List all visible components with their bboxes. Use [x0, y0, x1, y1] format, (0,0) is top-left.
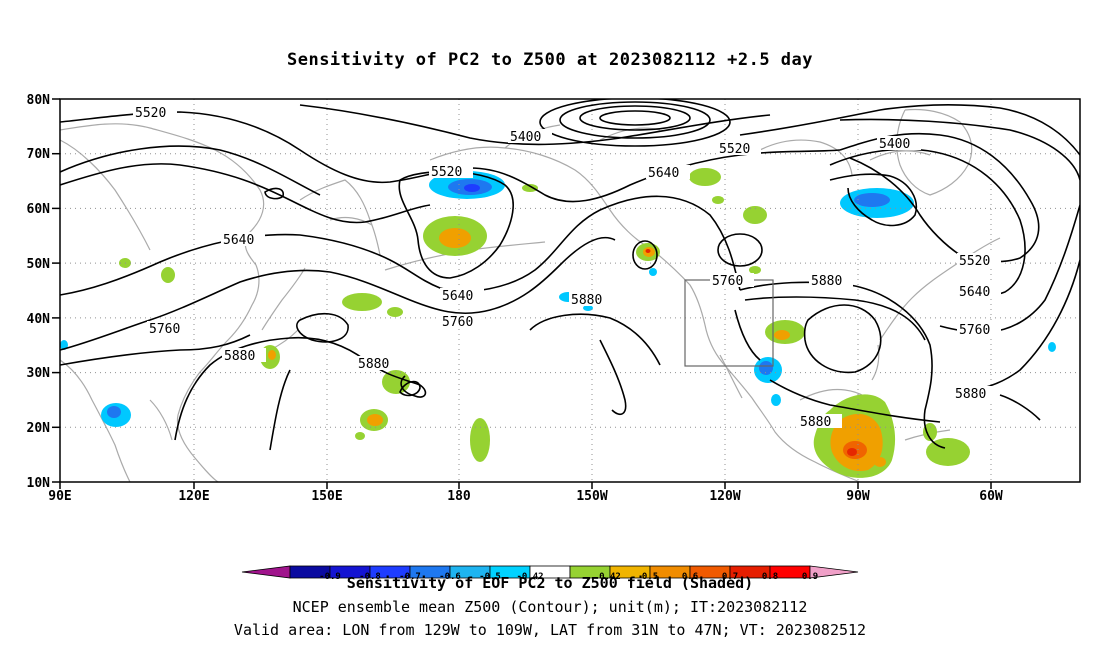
contour-label: 5880 [569, 292, 613, 308]
colorbar-tick-label: -0.5 [479, 572, 501, 582]
colorbar-tick-label: -0.42 [516, 572, 543, 582]
colorbar-tick-label: -0.8 [359, 572, 381, 582]
colorbar-end-high [809, 565, 859, 579]
contour-label: 5400 [877, 136, 921, 152]
svg-text:5640: 5640 [442, 289, 473, 304]
lon-label: 120E [178, 489, 209, 504]
lat-label: 20N [27, 421, 51, 436]
valid-area-box [684, 279, 774, 367]
footer-line-2: Valid area: LON from 129W to 109W, LAT f… [233, 621, 867, 639]
lon-label: 60W [979, 489, 1003, 504]
latitude-labels: 80N 70N 60N 50N 40N 30N 20N 10N [27, 93, 51, 491]
lon-label: 180 [447, 489, 471, 504]
contour-label: 5880 [809, 273, 853, 289]
lon-label: 90W [846, 489, 870, 504]
svg-text:5880: 5880 [800, 415, 831, 430]
colorbar-tick-label: 0.7 [722, 572, 738, 582]
plot-title: Sensitivity of PC2 to Z500 at 2023082112… [286, 50, 813, 70]
svg-text:5640: 5640 [959, 285, 990, 300]
longitude-labels: 90E 120E 150E 180 150W 120W 90W 60W [48, 489, 1003, 504]
svg-text:5520: 5520 [719, 142, 750, 157]
contour-label: 5760 [147, 321, 191, 337]
svg-text:5520: 5520 [959, 254, 990, 269]
lat-ticks [52, 98, 992, 489]
contour-label: 5520 [429, 164, 473, 180]
svg-text:5520: 5520 [135, 106, 166, 121]
colorbar-tick-label: -0.7 [399, 572, 421, 582]
grid-lines [60, 99, 1080, 482]
contour-labels: 5520 5400 5520 5400 5520 5640 5640 5640 … [133, 105, 1001, 430]
svg-text:5640: 5640 [223, 233, 254, 248]
contour-label: 5640 [221, 232, 265, 248]
colorbar: -0.9 -0.8 -0.7 -0.6 -0.5 -0.42 0.42 0.5 0.6 0.7 0.… [241, 565, 859, 582]
svg-text:5880: 5880 [811, 274, 842, 289]
svg-text:5400: 5400 [510, 130, 541, 145]
lon-label: 120W [709, 489, 740, 504]
colorbar-title: Sensitivity of EOF PC2 to Z500 field (Sh… [346, 574, 754, 592]
z500-contours [60, 99, 1080, 451]
svg-text:5760: 5760 [712, 274, 743, 289]
lat-label: 80N [27, 93, 51, 108]
lat-label: 10N [27, 476, 51, 491]
colorbar-tick-label: 0.8 [762, 572, 778, 582]
svg-text:5880: 5880 [358, 357, 389, 372]
lat-label: 50N [27, 257, 51, 272]
contour-label: 5640 [440, 288, 484, 304]
lon-label: 90E [48, 489, 71, 504]
contour-label: 5400 [508, 129, 552, 145]
colorbar-tick-label: 0.6 [682, 572, 698, 582]
colorbar-tick-label: 0.5 [642, 572, 658, 582]
lat-label: 60N [27, 202, 51, 217]
svg-text:5760: 5760 [442, 315, 473, 330]
lat-label: 70N [27, 147, 51, 162]
colorbar-tick-label: -0.9 [319, 572, 341, 582]
contour-label: 5520 [957, 253, 1001, 269]
colorbar-tick-label: 0.42 [599, 572, 621, 582]
lon-label: 150W [576, 489, 607, 504]
svg-text:5400: 5400 [879, 137, 910, 152]
contour-label: 5760 [710, 273, 754, 289]
colorbar-tick-label: -0.6 [439, 572, 461, 582]
svg-text:5640: 5640 [648, 166, 679, 181]
svg-text:5880: 5880 [571, 293, 602, 308]
contour-label: 5760 [440, 314, 484, 330]
contour-label: 5640 [957, 284, 1001, 300]
footer-line-1: NCEP ensemble mean Z500 (Contour); unit(… [292, 598, 808, 616]
svg-text:5520: 5520 [431, 165, 462, 180]
colorbar-tick-label: 0.9 [802, 572, 818, 582]
contour-label: 5520 [133, 105, 177, 121]
contour-label: 5880 [222, 348, 266, 364]
contour-label: 5520 [717, 141, 761, 157]
contour-label: 5880 [953, 386, 997, 402]
sensitivity-shading [60, 168, 1056, 478]
lon-label: 150E [311, 489, 342, 504]
contour-label: 5760 [957, 322, 1001, 338]
contour-label: 5640 [646, 165, 690, 181]
plot-frame [59, 98, 1081, 483]
svg-text:5880: 5880 [224, 349, 255, 364]
svg-text:5880: 5880 [955, 387, 986, 402]
svg-text:5760: 5760 [149, 322, 180, 337]
contour-label: 5880 [798, 414, 842, 430]
lat-label: 30N [27, 366, 51, 381]
lat-label: 40N [27, 312, 51, 327]
svg-text:5760: 5760 [959, 323, 990, 338]
contour-label: 5880 [356, 356, 400, 372]
